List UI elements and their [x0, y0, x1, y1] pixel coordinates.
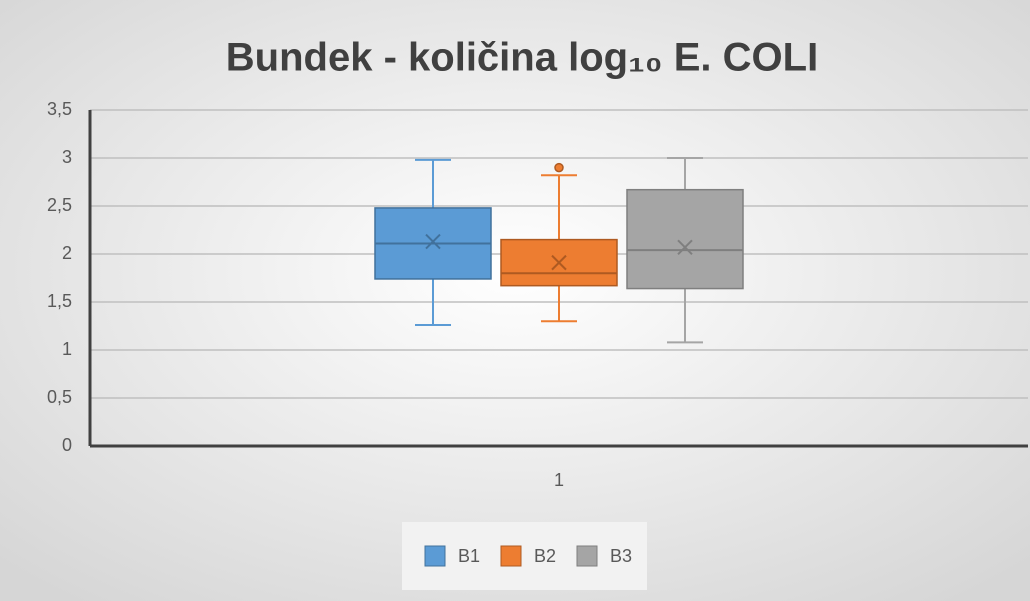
y-tick-label: 0,5	[47, 387, 72, 407]
y-tick-label: 2,5	[47, 195, 72, 215]
legend-label: B1	[458, 546, 480, 566]
y-tick-label: 1	[62, 339, 72, 359]
y-tick-label: 2	[62, 243, 72, 263]
y-tick-label: 3,5	[47, 99, 72, 119]
legend-swatch	[576, 545, 598, 567]
chart-title: Bundek - količina log₁₀ E. COLI	[226, 36, 818, 80]
x-tick-label: 1	[554, 470, 564, 490]
mean-marker	[551, 254, 567, 271]
mean-marker	[677, 239, 693, 255]
legend-label: B3	[610, 546, 632, 566]
legend-label: B2	[534, 546, 556, 566]
legend-swatch	[500, 545, 522, 567]
y-tick-label: 3	[62, 147, 72, 167]
box	[626, 188, 744, 290]
mean-marker	[425, 233, 441, 250]
legend-swatch	[424, 545, 446, 567]
y-tick-label: 0	[62, 435, 72, 455]
y-tick-label: 1,5	[47, 291, 72, 311]
outlier	[554, 162, 564, 173]
